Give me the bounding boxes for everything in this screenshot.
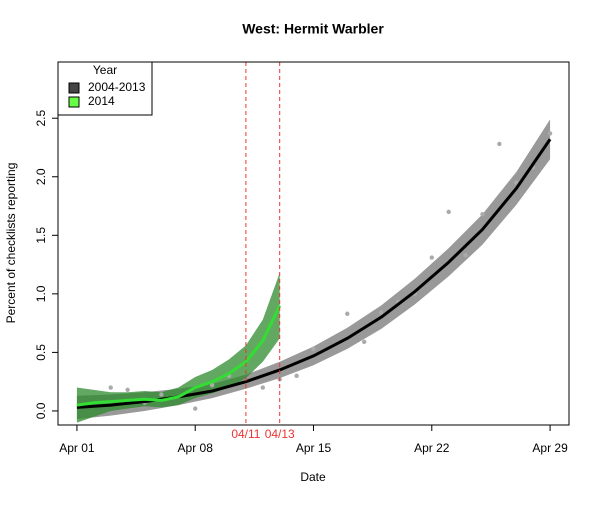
data-point [361, 339, 367, 345]
legend-swatch [68, 96, 80, 108]
data-point [514, 180, 519, 185]
y-tick-label: 2.0 [34, 168, 48, 185]
data-point [311, 346, 316, 352]
confidence-band [76, 272, 280, 423]
confidence-band [76, 119, 551, 420]
y-tick-label: 1.5 [34, 227, 48, 244]
data-point [446, 209, 451, 215]
y-tick-label: 1.0 [34, 285, 48, 302]
x-tick-label: Apr 01 [59, 441, 95, 455]
data-point [108, 385, 113, 390]
data-point [209, 382, 215, 388]
legend-label: 2004-2013 [88, 80, 146, 94]
x-tick-label: Apr 15 [296, 441, 332, 455]
legend-swatch [68, 82, 80, 94]
series-line [76, 138, 552, 409]
reference-label: 04/11 [231, 427, 260, 441]
series-line [76, 304, 282, 407]
data-point [378, 310, 384, 315]
x-tick-label: Apr 08 [178, 441, 214, 455]
data-point [497, 141, 502, 147]
data-point [429, 255, 434, 260]
reference-label: 04/13 [265, 427, 295, 441]
data-point [345, 311, 350, 316]
data-point [547, 131, 553, 136]
data-point [125, 387, 130, 393]
data-point [193, 406, 198, 411]
plot-frame [57, 61, 570, 426]
y-axis-label: Percent of checklists reporting [4, 163, 18, 324]
chart-title: West: Hermit Warbler [242, 21, 384, 37]
data-point [260, 385, 266, 390]
y-tick-label: 0.5 [34, 344, 48, 361]
x-tick-label: Apr 22 [414, 441, 450, 455]
data-point [159, 392, 164, 397]
y-tick-label: 2.5 [34, 110, 48, 127]
data-point [463, 253, 468, 258]
y-tick-label: 0.0 [34, 402, 48, 419]
data-point [480, 212, 485, 217]
data-point [294, 373, 299, 379]
legend-label: 2014 [88, 94, 115, 108]
x-tick-label: Apr 29 [532, 441, 568, 455]
x-axis-label: Date [300, 470, 326, 484]
legend-title: Year [93, 63, 117, 77]
